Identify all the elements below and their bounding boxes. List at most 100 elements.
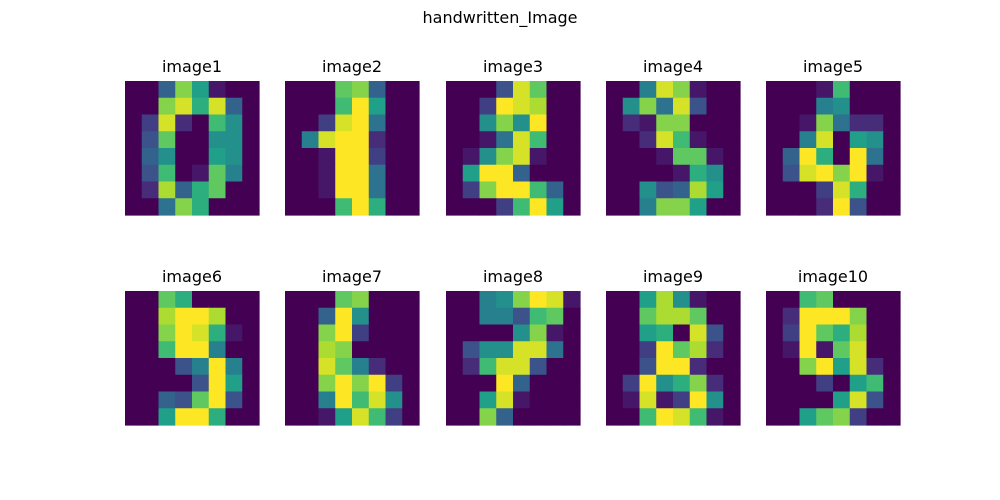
pixel-cell	[352, 164, 370, 183]
pixel-cell	[446, 324, 464, 342]
pixel-cell	[883, 324, 901, 342]
pixel-cell	[462, 181, 481, 199]
pixel-cell	[496, 114, 514, 132]
pixel-cell	[639, 97, 657, 116]
pixel-cell	[766, 341, 784, 359]
pixel-cell	[175, 198, 193, 216]
pixel-cell	[689, 307, 708, 326]
pixel-cell	[496, 358, 514, 376]
pixel-cell	[192, 324, 210, 342]
pixel-cell	[513, 164, 531, 183]
pixel-cell	[158, 181, 176, 199]
pixel-cell	[479, 81, 497, 99]
pixel-cell	[622, 97, 641, 116]
pixel-cell	[766, 181, 784, 199]
pixel-cell	[301, 324, 320, 342]
pixel-cell	[175, 341, 193, 359]
pixel-cell	[639, 358, 657, 376]
pixel-cell	[639, 307, 657, 326]
pixel-cell	[866, 181, 884, 199]
pixel-cell	[301, 391, 320, 409]
pixel-cell	[849, 181, 868, 199]
pixel-cell	[446, 307, 464, 326]
pixel-cell	[639, 341, 657, 359]
pixel-cell	[673, 391, 691, 409]
pixel-cell	[125, 341, 143, 359]
pixel-cell	[318, 391, 336, 409]
pixel-cell	[833, 291, 851, 309]
pixel-cell	[563, 114, 581, 132]
pixel-cell	[723, 198, 741, 216]
pixel-cell	[689, 324, 708, 342]
pixel-cell	[368, 148, 387, 166]
pixel-cell	[782, 97, 801, 116]
pixel-cell	[529, 358, 548, 376]
pixel-cell	[639, 291, 657, 309]
pixel-cell	[125, 198, 143, 216]
pixel-cell	[766, 198, 784, 216]
pixel-cell	[462, 164, 481, 183]
pixel-cell	[352, 81, 370, 99]
pixel-cell	[883, 291, 901, 309]
pixel-cell	[385, 198, 403, 216]
pixel-cell	[301, 307, 320, 326]
pixel-cell	[301, 81, 320, 99]
pixel-cell	[849, 164, 868, 183]
pixel-cell	[529, 374, 548, 393]
pixel-cell	[208, 341, 227, 359]
pixel-cell	[606, 97, 624, 116]
pixel-cell	[175, 391, 193, 409]
pixel-cell	[639, 148, 657, 166]
pixel-cell	[656, 131, 674, 149]
pixel-cell	[799, 358, 817, 376]
pixel-cell	[529, 408, 548, 426]
pixel-cell	[352, 408, 370, 426]
pixel-cell	[833, 374, 851, 393]
pixel-cell	[335, 307, 353, 326]
pixel-cell	[546, 391, 564, 409]
pixel-cell	[318, 408, 336, 426]
image-title: image4	[643, 57, 703, 76]
pixel-cell	[866, 148, 884, 166]
pixel-cell	[225, 131, 243, 149]
pixel-cell	[141, 97, 160, 116]
pixel-cell	[563, 164, 581, 183]
pixel-cell	[706, 131, 724, 149]
pixel-cell	[656, 97, 674, 116]
pixel-cell	[141, 81, 160, 99]
pixel-cell	[689, 131, 708, 149]
pixel-cell	[368, 358, 387, 376]
pixel-cell	[335, 164, 353, 183]
pixel-cell	[368, 81, 387, 99]
pixel-cell	[866, 97, 884, 116]
pixel-cell	[141, 408, 160, 426]
pixel-cell	[352, 291, 370, 309]
pixel-cell	[479, 341, 497, 359]
pixel-cell	[125, 307, 143, 326]
pixel-cell	[368, 324, 387, 342]
pixel-cell	[606, 374, 624, 393]
pixel-cell	[883, 148, 901, 166]
pixel-cell	[656, 198, 674, 216]
pixel-cell	[883, 391, 901, 409]
pixel-cell	[689, 81, 708, 99]
pixel-cell	[462, 97, 481, 116]
pixel-cell	[208, 164, 227, 183]
pixel-cell	[496, 291, 514, 309]
pixel-cell	[462, 324, 481, 342]
pixel-cell	[673, 181, 691, 199]
pixel-cell	[723, 324, 741, 342]
pixel-cell	[563, 358, 581, 376]
pixel-cell	[799, 341, 817, 359]
pixel-cell	[175, 148, 193, 166]
pixel-cell	[673, 324, 691, 342]
image-grid: image1 image2 image3 image4 image5 image6 imag…	[125, 57, 901, 426]
pixel-cell	[141, 391, 160, 409]
pixel-cell	[546, 131, 564, 149]
pixel-cell	[225, 391, 243, 409]
pixel-cell	[141, 164, 160, 183]
pixel-cell	[656, 81, 674, 99]
pixel-cell	[462, 408, 481, 426]
pixel-cell	[225, 324, 243, 342]
pixel-cell	[723, 307, 741, 326]
